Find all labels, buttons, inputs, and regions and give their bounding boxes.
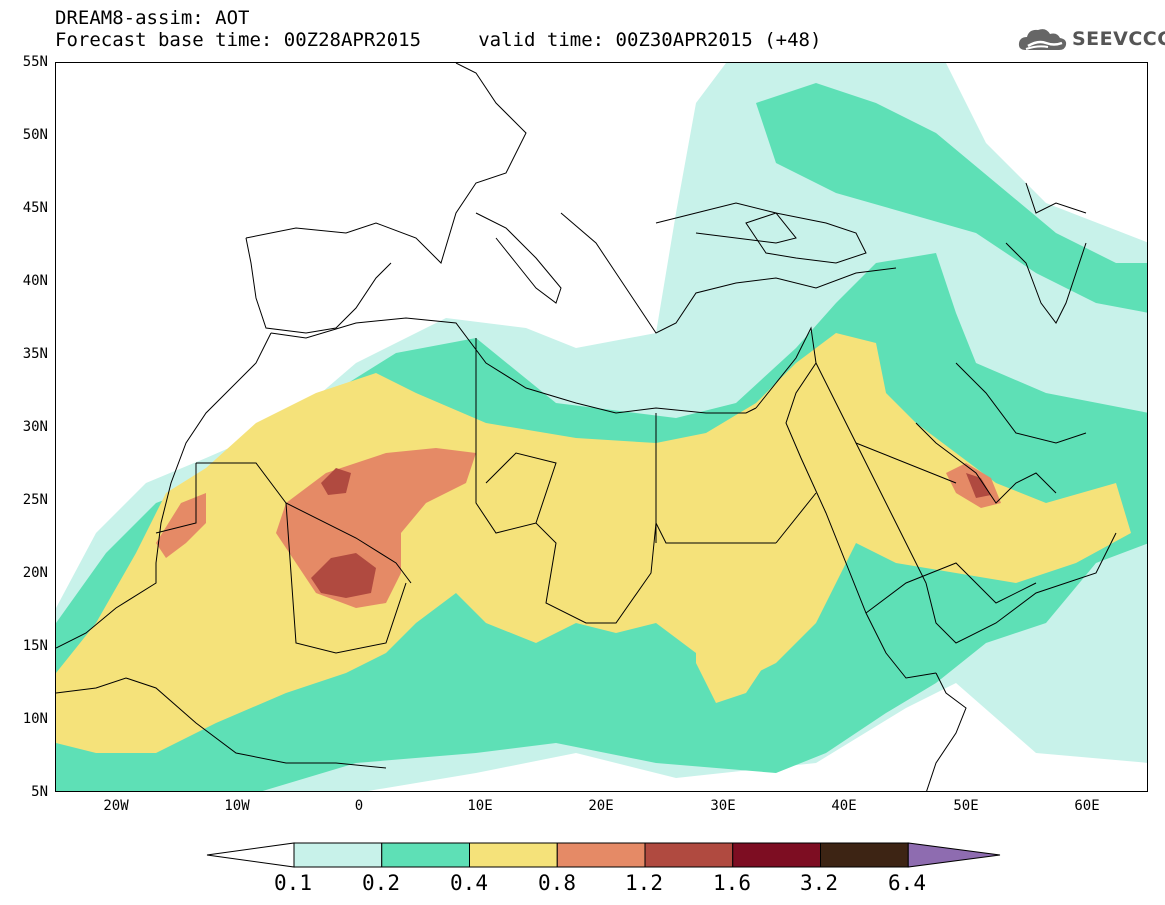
- colorbar-label: 1.2: [625, 871, 663, 895]
- lat-tick-label: 20N: [22, 565, 48, 581]
- lon-tick-label: 60E: [1074, 798, 1100, 814]
- aot-contour-0.8: [156, 493, 206, 558]
- colorbar-swatch: [732, 842, 821, 868]
- lat-tick-label: 45N: [22, 200, 48, 216]
- lat-tick-label: 10N: [22, 711, 48, 727]
- lat-tick-label: 35N: [22, 346, 48, 362]
- aot-contour-1.2: [311, 553, 376, 598]
- lat-tick-label: 40N: [22, 273, 48, 289]
- colorbar-label: 0.1: [274, 871, 312, 895]
- aot-map-canvas: [56, 63, 1147, 791]
- lat-tick-label: 5N: [31, 784, 48, 800]
- lat-tick-label: 25N: [22, 492, 48, 508]
- colorbar-swatch: [556, 842, 646, 868]
- lon-tick-label: 40E: [831, 798, 857, 814]
- lat-tick-label: 50N: [22, 127, 48, 143]
- aot-contour-0.4: [696, 553, 776, 703]
- colorbar-label: 0.4: [450, 871, 488, 895]
- aot-contour-0.2: [756, 83, 1147, 313]
- colorbar-high-arrow: [907, 842, 1001, 868]
- aot-field: [56, 63, 1147, 791]
- map-title: DREAM8-assim: AOT: [55, 7, 250, 29]
- lon-tick-label: 50E: [953, 798, 979, 814]
- colorbar: [206, 842, 1001, 872]
- lon-tick-label: 20W: [103, 798, 129, 814]
- lon-tick-label: 0: [354, 798, 364, 814]
- colorbar-label: 0.8: [538, 871, 576, 895]
- aot-contour-1.2: [321, 468, 351, 495]
- lon-tick-label: 20E: [588, 798, 614, 814]
- colorbar-swatch: [293, 842, 383, 868]
- colorbar-label: 3.2: [800, 871, 838, 895]
- lon-tick-label: 30E: [710, 798, 736, 814]
- forecast-times: Forecast base time: 00Z28APR2015 valid t…: [55, 29, 822, 51]
- colorbar-label: 6.4: [888, 871, 926, 895]
- colorbar-label: 1.6: [713, 871, 751, 895]
- colorbar-swatch: [644, 842, 734, 868]
- aot-contour-1.2: [966, 473, 991, 498]
- coastlines: [56, 63, 1117, 791]
- colorbar-ramp: [206, 842, 1001, 868]
- lon-tick-label: 10W: [224, 798, 250, 814]
- colorbar-label: 0.2: [362, 871, 400, 895]
- lon-tick-label: 10E: [467, 798, 493, 814]
- colorbar-swatch: [469, 842, 558, 868]
- lat-tick-label: 30N: [22, 419, 48, 435]
- seevccc-logo: SEEVCCC: [1016, 22, 1165, 56]
- lat-tick-label: 55N: [22, 54, 48, 70]
- aot-contour-0.4: [56, 333, 1131, 753]
- colorbar-swatch: [820, 842, 909, 868]
- cloud-icon: [1018, 29, 1067, 50]
- logo-text: SEEVCCC: [1072, 28, 1165, 50]
- colorbar-swatch: [381, 842, 470, 868]
- aot-map: [55, 62, 1148, 792]
- lat-tick-label: 15N: [22, 638, 48, 654]
- colorbar-low-arrow: [206, 842, 295, 868]
